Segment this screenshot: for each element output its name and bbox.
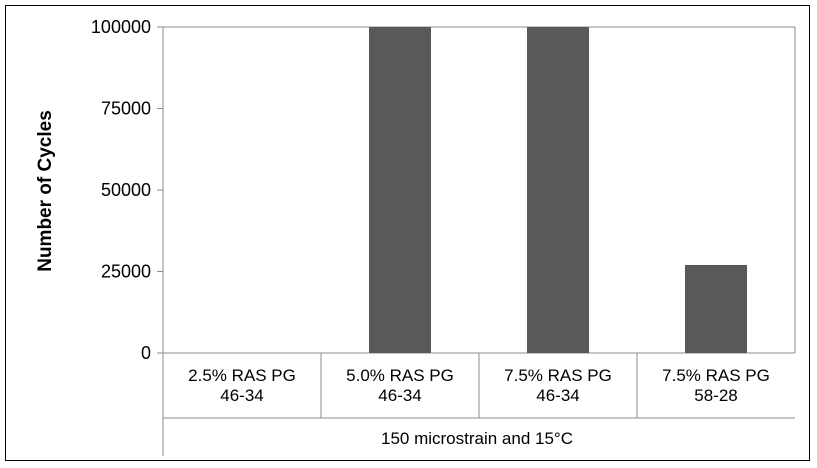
y-axis-title: Number of Cycles — [35, 110, 56, 272]
category-label: 7.5% RAS PG — [662, 366, 770, 385]
category-label: 7.5% RAS PG — [504, 366, 612, 385]
category-label: 46-34 — [220, 386, 263, 405]
category-label: 58-28 — [694, 386, 737, 405]
category-label: 2.5% RAS PG — [188, 366, 296, 385]
bars — [369, 27, 747, 353]
category-label: 46-34 — [378, 386, 421, 405]
category-label: 46-34 — [536, 386, 579, 405]
y-tick-label: 50000 — [101, 180, 151, 200]
bar — [685, 264, 747, 353]
y-tick-labels: 0 25000 50000 75000 100000 — [91, 17, 151, 363]
y-tick-label: 100000 — [91, 17, 151, 37]
category-label: 5.0% RAS PG — [346, 366, 454, 385]
y-tick-label: 75000 — [101, 99, 151, 119]
bar — [369, 27, 431, 353]
y-tick-label: 0 — [141, 343, 151, 363]
bar — [527, 27, 589, 353]
y-tick-label: 25000 — [101, 262, 151, 282]
axes — [157, 26, 796, 456]
group-label: 150 microstrain and 15°C — [381, 429, 573, 448]
